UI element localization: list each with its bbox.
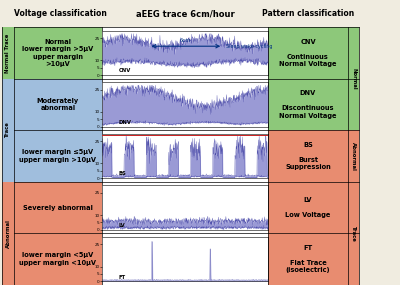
- Bar: [14, 27, 102, 79]
- Bar: [348, 130, 359, 182]
- Bar: [268, 130, 348, 182]
- Text: Severely abnormal: Severely abnormal: [23, 205, 93, 211]
- Text: Normal: Normal: [351, 68, 356, 89]
- Text: LV

Low Voltage: LV Low Voltage: [285, 197, 331, 218]
- Bar: [2, 182, 14, 285]
- Text: Pattern classification: Pattern classification: [262, 9, 354, 18]
- Text: lower margin ≤5μV
upper margin >10μV: lower margin ≤5μV upper margin >10μV: [20, 149, 96, 163]
- Bar: [102, 130, 268, 182]
- Text: lower margin <5μV
upper margin <10μV: lower margin <5μV upper margin <10μV: [20, 253, 96, 266]
- Text: FT

Flat Trace
(isoelectric): FT Flat Trace (isoelectric): [286, 245, 330, 274]
- Text: Normal
lower margin >5μV
upper margin
>10μV: Normal lower margin >5μV upper margin >1…: [22, 38, 94, 67]
- Text: CNV

Continuous
Normal Voltage: CNV Continuous Normal Voltage: [279, 38, 337, 67]
- Text: Voltage classification: Voltage classification: [14, 9, 107, 18]
- Bar: [14, 182, 102, 233]
- Bar: [14, 79, 102, 130]
- Text: BS: BS: [119, 172, 127, 176]
- Text: BS

Burst
Suppression: BS Burst Suppression: [285, 142, 331, 170]
- Text: 6cm: 6cm: [180, 38, 192, 43]
- Bar: [348, 182, 359, 285]
- Text: DNV: DNV: [119, 120, 132, 125]
- Text: Sleep wake cycling: Sleep wake cycling: [226, 44, 273, 49]
- Text: Normal Trace: Normal Trace: [6, 33, 10, 73]
- Bar: [102, 79, 268, 130]
- Bar: [348, 27, 359, 130]
- Text: FT: FT: [119, 275, 126, 280]
- Text: aEEG trace 6cm/hour: aEEG trace 6cm/hour: [136, 9, 234, 18]
- Bar: [14, 233, 102, 285]
- Bar: [102, 182, 268, 233]
- Text: Moderately
abnormal: Moderately abnormal: [37, 98, 79, 111]
- Bar: [14, 130, 102, 182]
- Text: Abnormal: Abnormal: [6, 219, 10, 248]
- Bar: [268, 182, 348, 233]
- Bar: [2, 79, 14, 182]
- Text: LV: LV: [119, 223, 126, 228]
- Bar: [2, 27, 14, 79]
- Text: Trace: Trace: [351, 225, 356, 241]
- Bar: [268, 233, 348, 285]
- Text: Abnormal: Abnormal: [351, 142, 356, 170]
- Bar: [102, 27, 268, 79]
- Text: CNV: CNV: [119, 68, 131, 73]
- Text: Trace: Trace: [6, 122, 10, 138]
- Bar: [102, 233, 268, 285]
- Bar: [268, 27, 348, 79]
- Text: DNV

Discontinuous
Normal Voltage: DNV Discontinuous Normal Voltage: [279, 90, 337, 119]
- Bar: [268, 79, 348, 130]
